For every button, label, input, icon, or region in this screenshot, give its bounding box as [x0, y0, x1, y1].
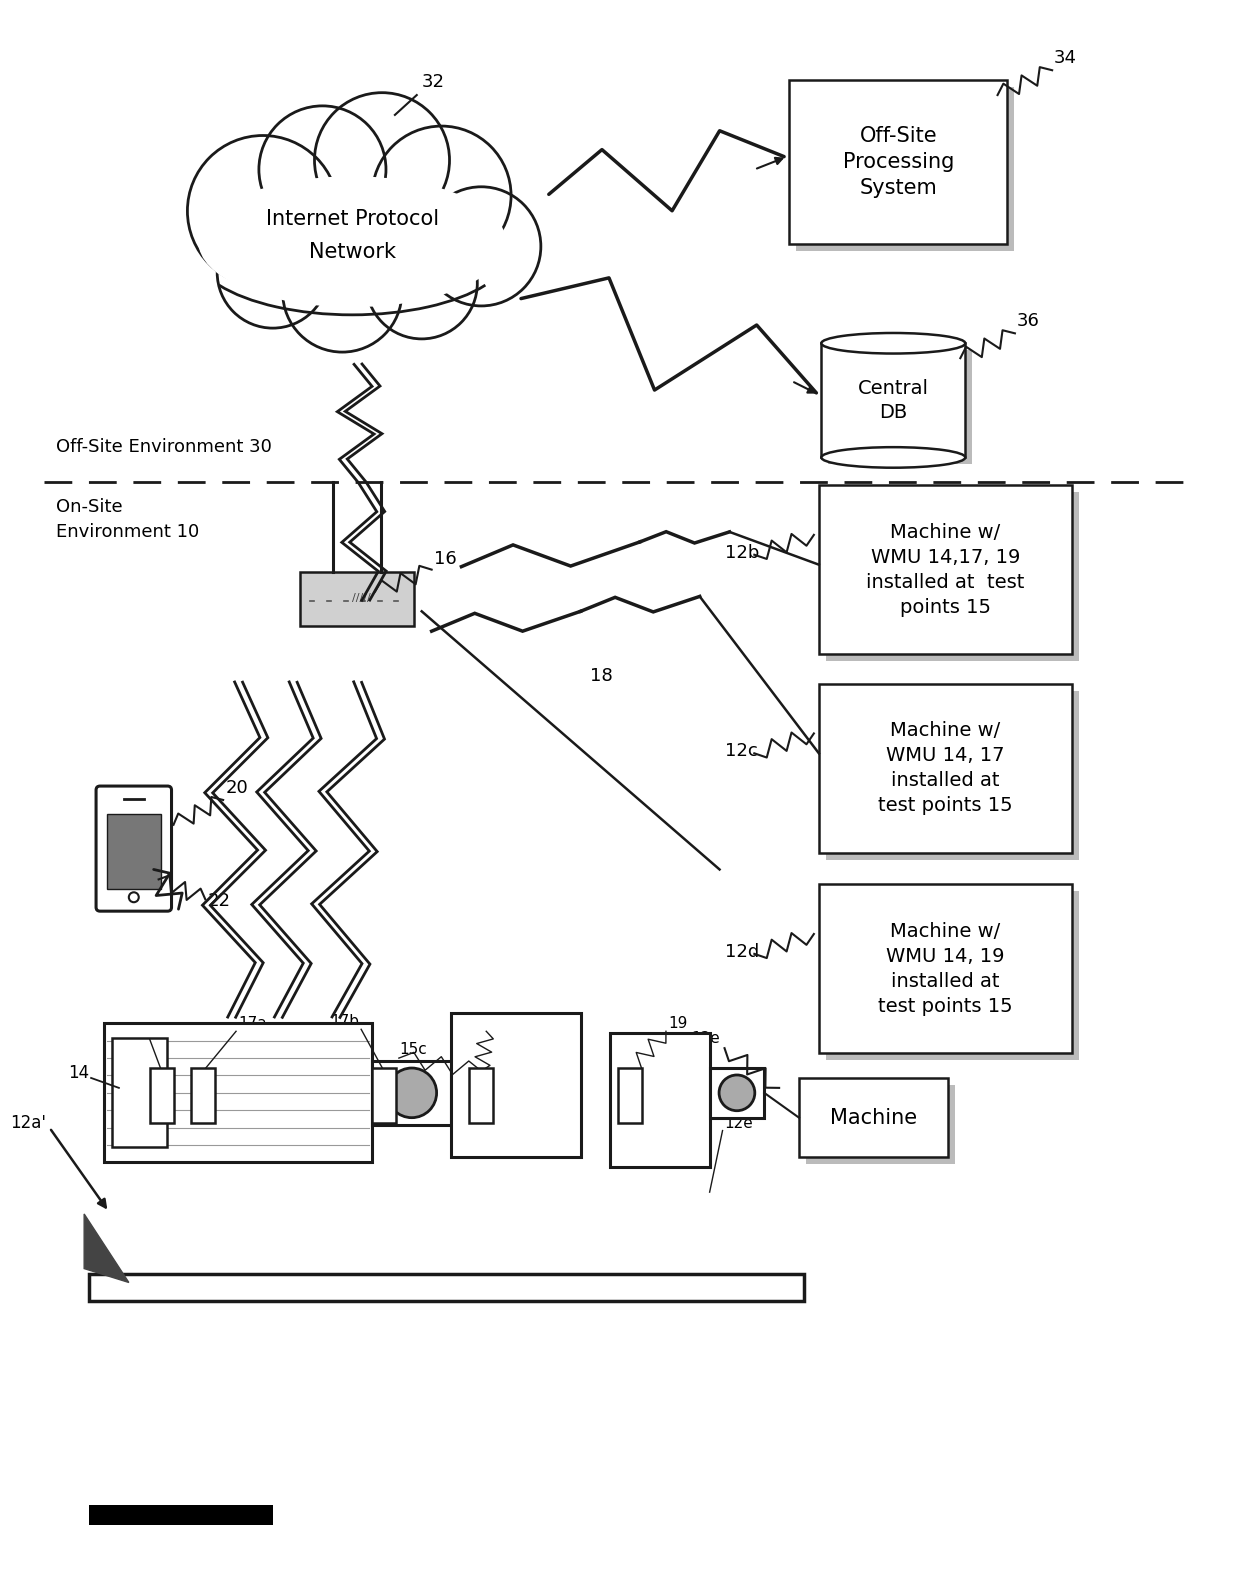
- Text: 19: 19: [668, 1017, 687, 1031]
- Text: 16: 16: [434, 550, 456, 567]
- Text: On-Site: On-Site: [56, 497, 123, 516]
- Text: Machine w/
WMU 14,17, 19
installed at  test
points 15: Machine w/ WMU 14,17, 19 installed at te…: [867, 523, 1024, 617]
- Text: 18: 18: [590, 667, 614, 685]
- Text: 14: 14: [68, 1065, 89, 1082]
- Ellipse shape: [821, 447, 965, 467]
- Text: Machine: Machine: [830, 1108, 918, 1128]
- Text: Off-Site
Processing
System: Off-Site Processing System: [843, 126, 954, 199]
- Circle shape: [315, 92, 450, 227]
- Polygon shape: [84, 1214, 129, 1282]
- Text: 36: 36: [1017, 313, 1040, 331]
- Text: /////: /////: [352, 593, 371, 604]
- Text: 12e: 12e: [691, 1031, 719, 1046]
- Text: 22: 22: [207, 891, 231, 910]
- Text: 34: 34: [1054, 49, 1078, 67]
- Circle shape: [259, 106, 386, 234]
- Text: 12b: 12b: [724, 543, 759, 561]
- Bar: [191, 1068, 216, 1123]
- Text: 15d: 15d: [652, 1039, 681, 1054]
- Text: 15a: 15a: [135, 1025, 164, 1039]
- Bar: [150, 1068, 174, 1123]
- Bar: [796, 87, 1014, 251]
- Bar: [451, 1014, 580, 1157]
- Circle shape: [217, 218, 329, 327]
- Bar: [818, 885, 1073, 1054]
- Text: 15b: 15b: [186, 1042, 216, 1057]
- FancyBboxPatch shape: [95, 787, 171, 910]
- Text: 12d: 12d: [724, 942, 759, 961]
- Text: Environment 10: Environment 10: [56, 523, 200, 540]
- Text: Internet Protocol: Internet Protocol: [265, 210, 439, 229]
- Bar: [372, 1068, 396, 1123]
- Bar: [826, 891, 1079, 1060]
- Bar: [826, 691, 1079, 860]
- Ellipse shape: [821, 334, 965, 353]
- Text: Machine w/
WMU 14, 17
installed at
test points 15: Machine w/ WMU 14, 17 installed at test …: [878, 721, 1013, 815]
- Bar: [107, 814, 161, 890]
- Text: Machine w/
WMU 14, 19
installed at
test points 15: Machine w/ WMU 14, 19 installed at test …: [878, 922, 1013, 1015]
- Text: 32: 32: [422, 73, 445, 91]
- Text: 15c: 15c: [399, 1042, 427, 1057]
- Circle shape: [187, 135, 339, 286]
- Bar: [89, 1505, 273, 1525]
- Circle shape: [719, 1076, 755, 1111]
- Circle shape: [283, 234, 402, 353]
- Bar: [89, 1273, 804, 1301]
- Ellipse shape: [174, 149, 531, 319]
- Text: Network: Network: [309, 242, 396, 262]
- Bar: [818, 485, 1073, 655]
- Bar: [112, 1038, 166, 1147]
- Bar: [610, 1033, 709, 1168]
- Bar: [818, 683, 1073, 853]
- Circle shape: [422, 188, 541, 307]
- Text: 20: 20: [226, 779, 248, 798]
- Bar: [826, 493, 1079, 661]
- Text: 17a: 17a: [238, 1017, 267, 1031]
- Text: 12e: 12e: [724, 1115, 753, 1131]
- Text: 12c: 12c: [724, 742, 758, 760]
- Bar: [104, 1023, 372, 1162]
- Text: 12a': 12a': [10, 1114, 46, 1131]
- Bar: [709, 1068, 764, 1117]
- Bar: [821, 343, 965, 458]
- Bar: [806, 1085, 955, 1165]
- Bar: [300, 572, 414, 626]
- Circle shape: [366, 227, 477, 338]
- Ellipse shape: [198, 176, 506, 307]
- Bar: [372, 1060, 451, 1125]
- Text: Off-Site Environment 30: Off-Site Environment 30: [56, 439, 273, 456]
- Bar: [799, 1077, 947, 1157]
- Bar: [828, 350, 972, 464]
- Bar: [470, 1068, 494, 1123]
- Text: 17b: 17b: [330, 1014, 360, 1030]
- Circle shape: [372, 126, 511, 265]
- Text: 17c: 17c: [486, 1017, 515, 1031]
- Circle shape: [387, 1068, 436, 1117]
- Text: Central
DB: Central DB: [858, 380, 929, 421]
- Bar: [619, 1068, 642, 1123]
- Bar: [789, 79, 1007, 245]
